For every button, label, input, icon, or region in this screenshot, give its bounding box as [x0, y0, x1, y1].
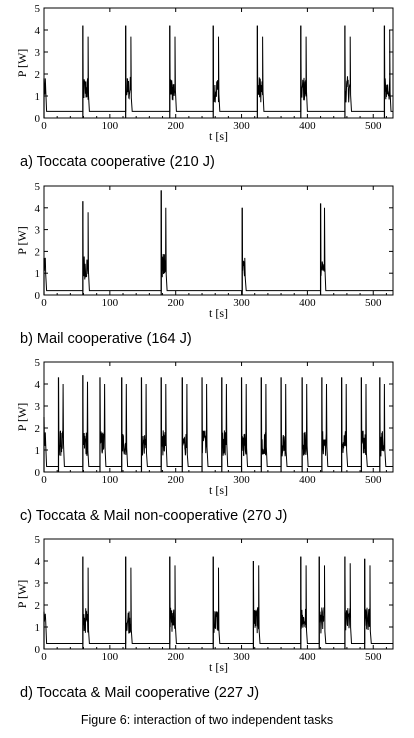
y-tick-label: 3	[35, 225, 41, 237]
x-tick-label: 500	[365, 474, 382, 486]
x-tick-label: 200	[167, 651, 184, 663]
x-tick-label: 200	[167, 120, 184, 132]
power-trace	[43, 375, 393, 467]
x-tick-label: 200	[167, 297, 184, 309]
x-tick-label: 100	[102, 297, 119, 309]
y-tick-label: 5	[35, 181, 41, 193]
x-tick-label: 100	[102, 651, 119, 663]
y-tick-label: 0	[35, 290, 41, 302]
y-axis-label: P [W]	[15, 226, 29, 255]
x-tick-label: 300	[233, 651, 250, 663]
x-axis-label: t [s]	[209, 306, 228, 320]
x-tick-label: 400	[299, 474, 316, 486]
x-tick-label: 100	[102, 120, 119, 132]
x-tick-label: 500	[365, 297, 382, 309]
plot-frame	[43, 7, 394, 119]
x-axis-label: t [s]	[209, 660, 228, 674]
x-tick-label: 0	[41, 651, 47, 663]
y-tick-label: 1	[35, 268, 41, 280]
y-tick-label: 4	[35, 556, 41, 568]
x-tick-label: 400	[299, 297, 316, 309]
x-tick-label: 300	[233, 297, 250, 309]
x-tick-label: 200	[167, 474, 184, 486]
y-tick-label: 1	[35, 445, 41, 457]
power-trace	[43, 25, 393, 112]
power-trace	[43, 556, 393, 644]
y-tick-label: 3	[35, 578, 41, 590]
plot-frame	[43, 361, 394, 473]
x-tick-label: 300	[233, 474, 250, 486]
x-tick-label: 0	[41, 120, 47, 132]
y-tick-label: 2	[35, 246, 41, 258]
x-tick-label: 500	[365, 651, 382, 663]
y-tick-label: 4	[35, 379, 41, 391]
x-axis-label: t [s]	[209, 129, 228, 143]
y-tick-label: 2	[35, 69, 41, 81]
plot-frame	[43, 538, 394, 650]
panel-caption: a) Toccata cooperative (210 J)	[20, 154, 215, 170]
y-axis-label: P [W]	[15, 580, 29, 609]
x-tick-label: 400	[299, 120, 316, 132]
y-tick-label: 5	[35, 3, 41, 15]
x-tick-label: 400	[299, 651, 316, 663]
x-axis-label: t [s]	[209, 483, 228, 497]
y-tick-label: 0	[35, 644, 41, 656]
y-tick-label: 2	[35, 423, 41, 435]
x-tick-label: 100	[102, 474, 119, 486]
x-tick-label: 0	[41, 297, 47, 309]
plot-frame	[43, 185, 394, 296]
y-tick-label: 1	[35, 91, 41, 103]
x-tick-label: 300	[233, 120, 250, 132]
y-axis-label: P [W]	[15, 403, 29, 432]
panel-caption: c) Toccata & Mail non-cooperative (270 J…	[20, 508, 287, 524]
panel-caption: b) Mail cooperative (164 J)	[20, 331, 192, 347]
y-tick-label: 5	[35, 357, 41, 369]
y-tick-label: 1	[35, 622, 41, 634]
y-axis-label: P [W]	[15, 49, 29, 78]
x-tick-label: 0	[41, 474, 47, 486]
x-tick-label: 500	[365, 120, 382, 132]
y-tick-label: 3	[35, 47, 41, 59]
y-tick-label: 4	[35, 203, 41, 215]
y-tick-label: 0	[35, 113, 41, 125]
y-tick-label: 0	[35, 467, 41, 479]
figure-caption: Figure 6: interaction of two independent…	[80, 713, 334, 727]
y-tick-label: 2	[35, 600, 41, 612]
y-tick-label: 3	[35, 401, 41, 413]
y-tick-label: 5	[35, 534, 41, 546]
power-trace	[43, 190, 393, 292]
y-tick-label: 4	[35, 25, 41, 37]
panel-caption: d) Toccata & Mail cooperative (227 J)	[20, 685, 259, 701]
